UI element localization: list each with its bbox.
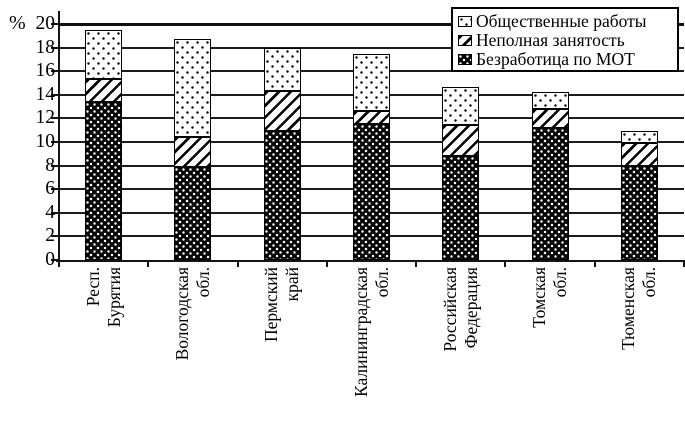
y-tick-label-18: 18 bbox=[35, 36, 56, 58]
y-tick-label-12: 12 bbox=[35, 107, 56, 129]
bar-segment bbox=[531, 108, 569, 128]
y-axis-tick bbox=[51, 141, 59, 143]
x-category-label-1: Респ. Бурятия bbox=[82, 267, 124, 328]
bar-segment bbox=[85, 101, 123, 260]
x-axis-tick bbox=[58, 261, 60, 267]
legend-label: Неполная занятость bbox=[476, 30, 625, 50]
bar-column-2 bbox=[174, 0, 212, 260]
y-axis-tick bbox=[51, 23, 59, 25]
bar-segment bbox=[174, 137, 212, 167]
legend-label: Общественные работы bbox=[476, 11, 647, 31]
y-axis-tick bbox=[51, 93, 59, 96]
x-axis-tick bbox=[504, 261, 507, 267]
bar-segment bbox=[442, 125, 480, 157]
bar-column-5 bbox=[442, 0, 480, 260]
bar-segment bbox=[442, 86, 480, 126]
bar-segment bbox=[263, 91, 301, 132]
bar-segment bbox=[353, 111, 390, 125]
x-axis-tick bbox=[683, 261, 685, 267]
x-axis-tick bbox=[593, 261, 596, 267]
x-axis-tick bbox=[236, 261, 239, 267]
bar-segment bbox=[620, 143, 658, 166]
y-tick-label-4: 4 bbox=[45, 201, 55, 223]
y-tick-label-14: 14 bbox=[35, 83, 56, 105]
y-axis-tick bbox=[51, 188, 59, 191]
x-category-label-5: Российская Федерация bbox=[439, 267, 481, 352]
bar-segment bbox=[85, 29, 123, 80]
x-category-label-2: Вологодская обл. bbox=[171, 267, 213, 361]
bar-segment bbox=[353, 124, 390, 260]
y-tick-label-6: 6 bbox=[45, 178, 55, 200]
x-axis-tick bbox=[147, 261, 150, 267]
bar-segment bbox=[620, 165, 658, 260]
legend-swatch-sparse-black-dots-on-white-icon bbox=[458, 15, 472, 28]
y-tick-label-10: 10 bbox=[35, 131, 56, 152]
y-axis-tick bbox=[51, 235, 59, 238]
y-tick-label-8: 8 bbox=[45, 154, 55, 176]
y-tick-label-0: 0 bbox=[45, 249, 55, 270]
legend-item: Безработица по МОТ bbox=[458, 50, 673, 69]
y-axis-line bbox=[58, 11, 60, 262]
bar-segment bbox=[263, 131, 301, 260]
legend-swatch-dense-white-dots-on-black-icon bbox=[458, 53, 472, 66]
bar-segment bbox=[531, 127, 569, 260]
bar-column-4 bbox=[353, 0, 390, 260]
bar-column-1 bbox=[85, 0, 123, 260]
gridline-20 bbox=[59, 23, 684, 26]
y-tick-label-16: 16 bbox=[35, 60, 56, 82]
x-axis-line bbox=[56, 259, 685, 262]
legend-label: Безработица по МОТ bbox=[476, 49, 635, 69]
bar-column-6 bbox=[531, 0, 569, 260]
bar-column-3 bbox=[263, 0, 301, 260]
y-axis-tick bbox=[51, 117, 59, 120]
x-category-label-4: Калининградская обл. bbox=[350, 267, 392, 397]
bar-segment bbox=[531, 92, 569, 109]
x-category-label-7: Тюменская обл. bbox=[618, 267, 660, 350]
bar-segment bbox=[174, 166, 212, 260]
bar-segment bbox=[353, 53, 390, 112]
y-tick-label-20: 20 bbox=[35, 13, 56, 34]
y-axis-tick bbox=[51, 46, 59, 49]
legend-swatch-diagonal-hatch-icon bbox=[458, 34, 472, 47]
legend: Общественные работы Неполная занятость Без… bbox=[451, 7, 679, 72]
y-axis-tick bbox=[51, 211, 59, 214]
bar-column-7 bbox=[620, 0, 658, 260]
x-category-label-6: Томская обл. bbox=[529, 267, 571, 328]
y-tick-label-2: 2 bbox=[45, 225, 55, 247]
x-category-label-3: Пермский край bbox=[261, 267, 303, 342]
legend-item: Неполная занятость bbox=[458, 31, 673, 50]
y-axis-tick bbox=[51, 259, 59, 261]
x-axis-tick bbox=[415, 261, 418, 267]
x-axis-tick bbox=[325, 261, 328, 267]
bar-segment bbox=[442, 156, 480, 260]
y-axis-unit-label: % bbox=[9, 12, 26, 34]
bar-segment bbox=[174, 39, 212, 138]
y-axis-tick bbox=[51, 164, 59, 167]
y-axis-tick bbox=[51, 70, 59, 73]
bar-segment bbox=[620, 131, 658, 144]
gridline-18 bbox=[59, 46, 684, 49]
bar-segment bbox=[85, 79, 123, 102]
legend-item: Общественные работы bbox=[458, 12, 673, 31]
bar-segment bbox=[263, 47, 301, 92]
